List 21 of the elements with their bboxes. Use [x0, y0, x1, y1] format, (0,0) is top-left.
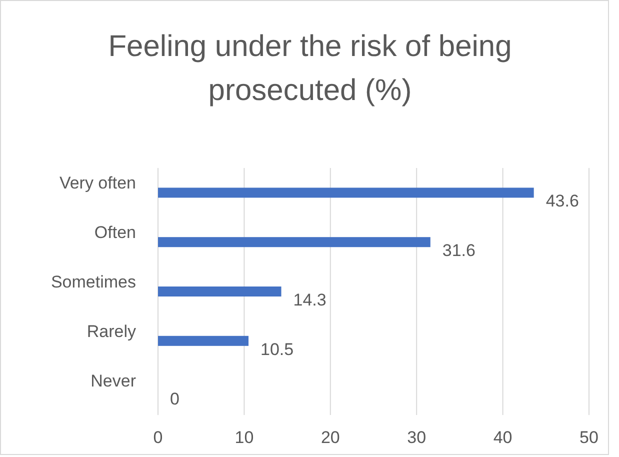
chart-title: Feeling under the risk of being prosecuted (%): [108, 30, 512, 107]
bar: [158, 188, 534, 198]
x-tick-label: 40: [493, 428, 512, 447]
data-label: 14.3: [293, 290, 326, 310]
data-label: 31.6: [442, 241, 476, 260]
x-tick-label: 20: [320, 428, 340, 447]
y-tick-label: Sometimes: [50, 272, 136, 292]
bar: [158, 336, 249, 346]
x-tick-label: 50: [580, 428, 598, 447]
y-tick-label: Rarely: [86, 322, 136, 341]
y-tick-label: Very often: [59, 174, 136, 193]
data-label: 0: [170, 389, 180, 408]
y-tick-label: Never: [90, 371, 136, 390]
x-tick-label: 0: [153, 428, 163, 447]
bar: [158, 237, 430, 248]
data-label: 10.5: [260, 340, 294, 359]
data-label: 43.6: [546, 192, 579, 211]
x-tick-label: 30: [407, 428, 426, 447]
x-tick-label: 10: [234, 428, 254, 447]
bar: [158, 286, 282, 296]
y-tick-label: Often: [94, 223, 136, 242]
